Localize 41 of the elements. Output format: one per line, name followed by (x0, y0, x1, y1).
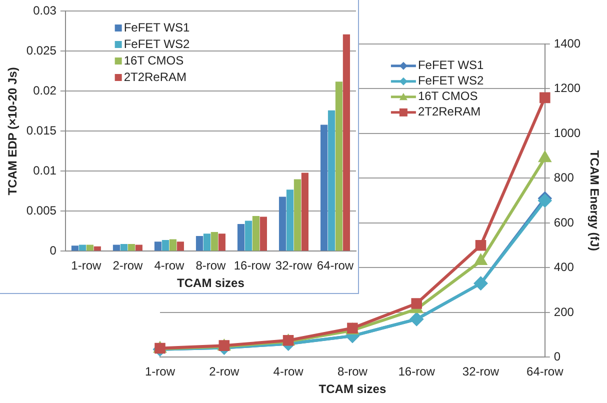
y-tick-label: 400 (554, 260, 574, 274)
legend-label: FeFET WS1 (124, 20, 190, 34)
y-tick-label: 0 (50, 244, 57, 258)
x-tick-label: 32-row (275, 258, 312, 273)
x-tick-label: 2-row (209, 364, 240, 379)
x-tick-label: 4-row (154, 258, 185, 273)
x-tick-label: 64-row (526, 364, 564, 379)
y-tick-label: 0.025 (26, 44, 57, 58)
x-tick-label: 2-row (112, 258, 144, 273)
x-tick-label: 64-row (316, 258, 354, 273)
legend-label: FeFET WS2 (418, 74, 484, 88)
y-tick-label: 0.015 (26, 124, 57, 138)
y-tick-label: 0.03 (33, 4, 57, 18)
y-tick-label: 0.01 (33, 164, 57, 178)
x-tick-label: 4-row (273, 364, 304, 379)
y-tick-label: 1400 (554, 36, 581, 50)
y-tick-label: 1200 (554, 81, 581, 96)
y-axis-title: TCAM Energy (fJ) (587, 150, 602, 251)
x-axis-title: TCAM sizes (318, 382, 386, 396)
y-tick-label: 200 (554, 304, 574, 319)
y-tick-label: 800 (554, 170, 574, 185)
x-tick-label: 1-row (71, 258, 102, 273)
y-tick-label: 0.005 (26, 204, 57, 218)
y-tick-label: 600 (554, 215, 574, 230)
y-tick-label: 0.02 (33, 84, 57, 98)
legend-label: 2T2ReRAM (418, 104, 481, 119)
x-tick-label: 8-row (337, 364, 368, 379)
x-tick-label: 8-row (196, 258, 226, 273)
x-tick-label: 32-row (462, 364, 500, 379)
x-tick-label: 1-row (144, 364, 176, 379)
y-tick-label: 0 (554, 350, 561, 364)
y-tick-label: 1000 (554, 126, 581, 140)
x-tick-label: 16-row (398, 364, 436, 379)
x-tick-label: 16-row (234, 258, 271, 273)
y-axis-title: TCAM EDP (×10-20 Js) (6, 67, 20, 196)
x-axis-title: TCAM sizes (177, 276, 245, 290)
legend-label: 2T2ReRAM (124, 70, 187, 84)
legend-label: FeFET WS1 (418, 58, 484, 72)
legend-label: 16T CMOS (124, 53, 184, 68)
legend-label: 16T CMOS (418, 89, 478, 104)
legend-label: FeFET WS2 (124, 36, 190, 51)
